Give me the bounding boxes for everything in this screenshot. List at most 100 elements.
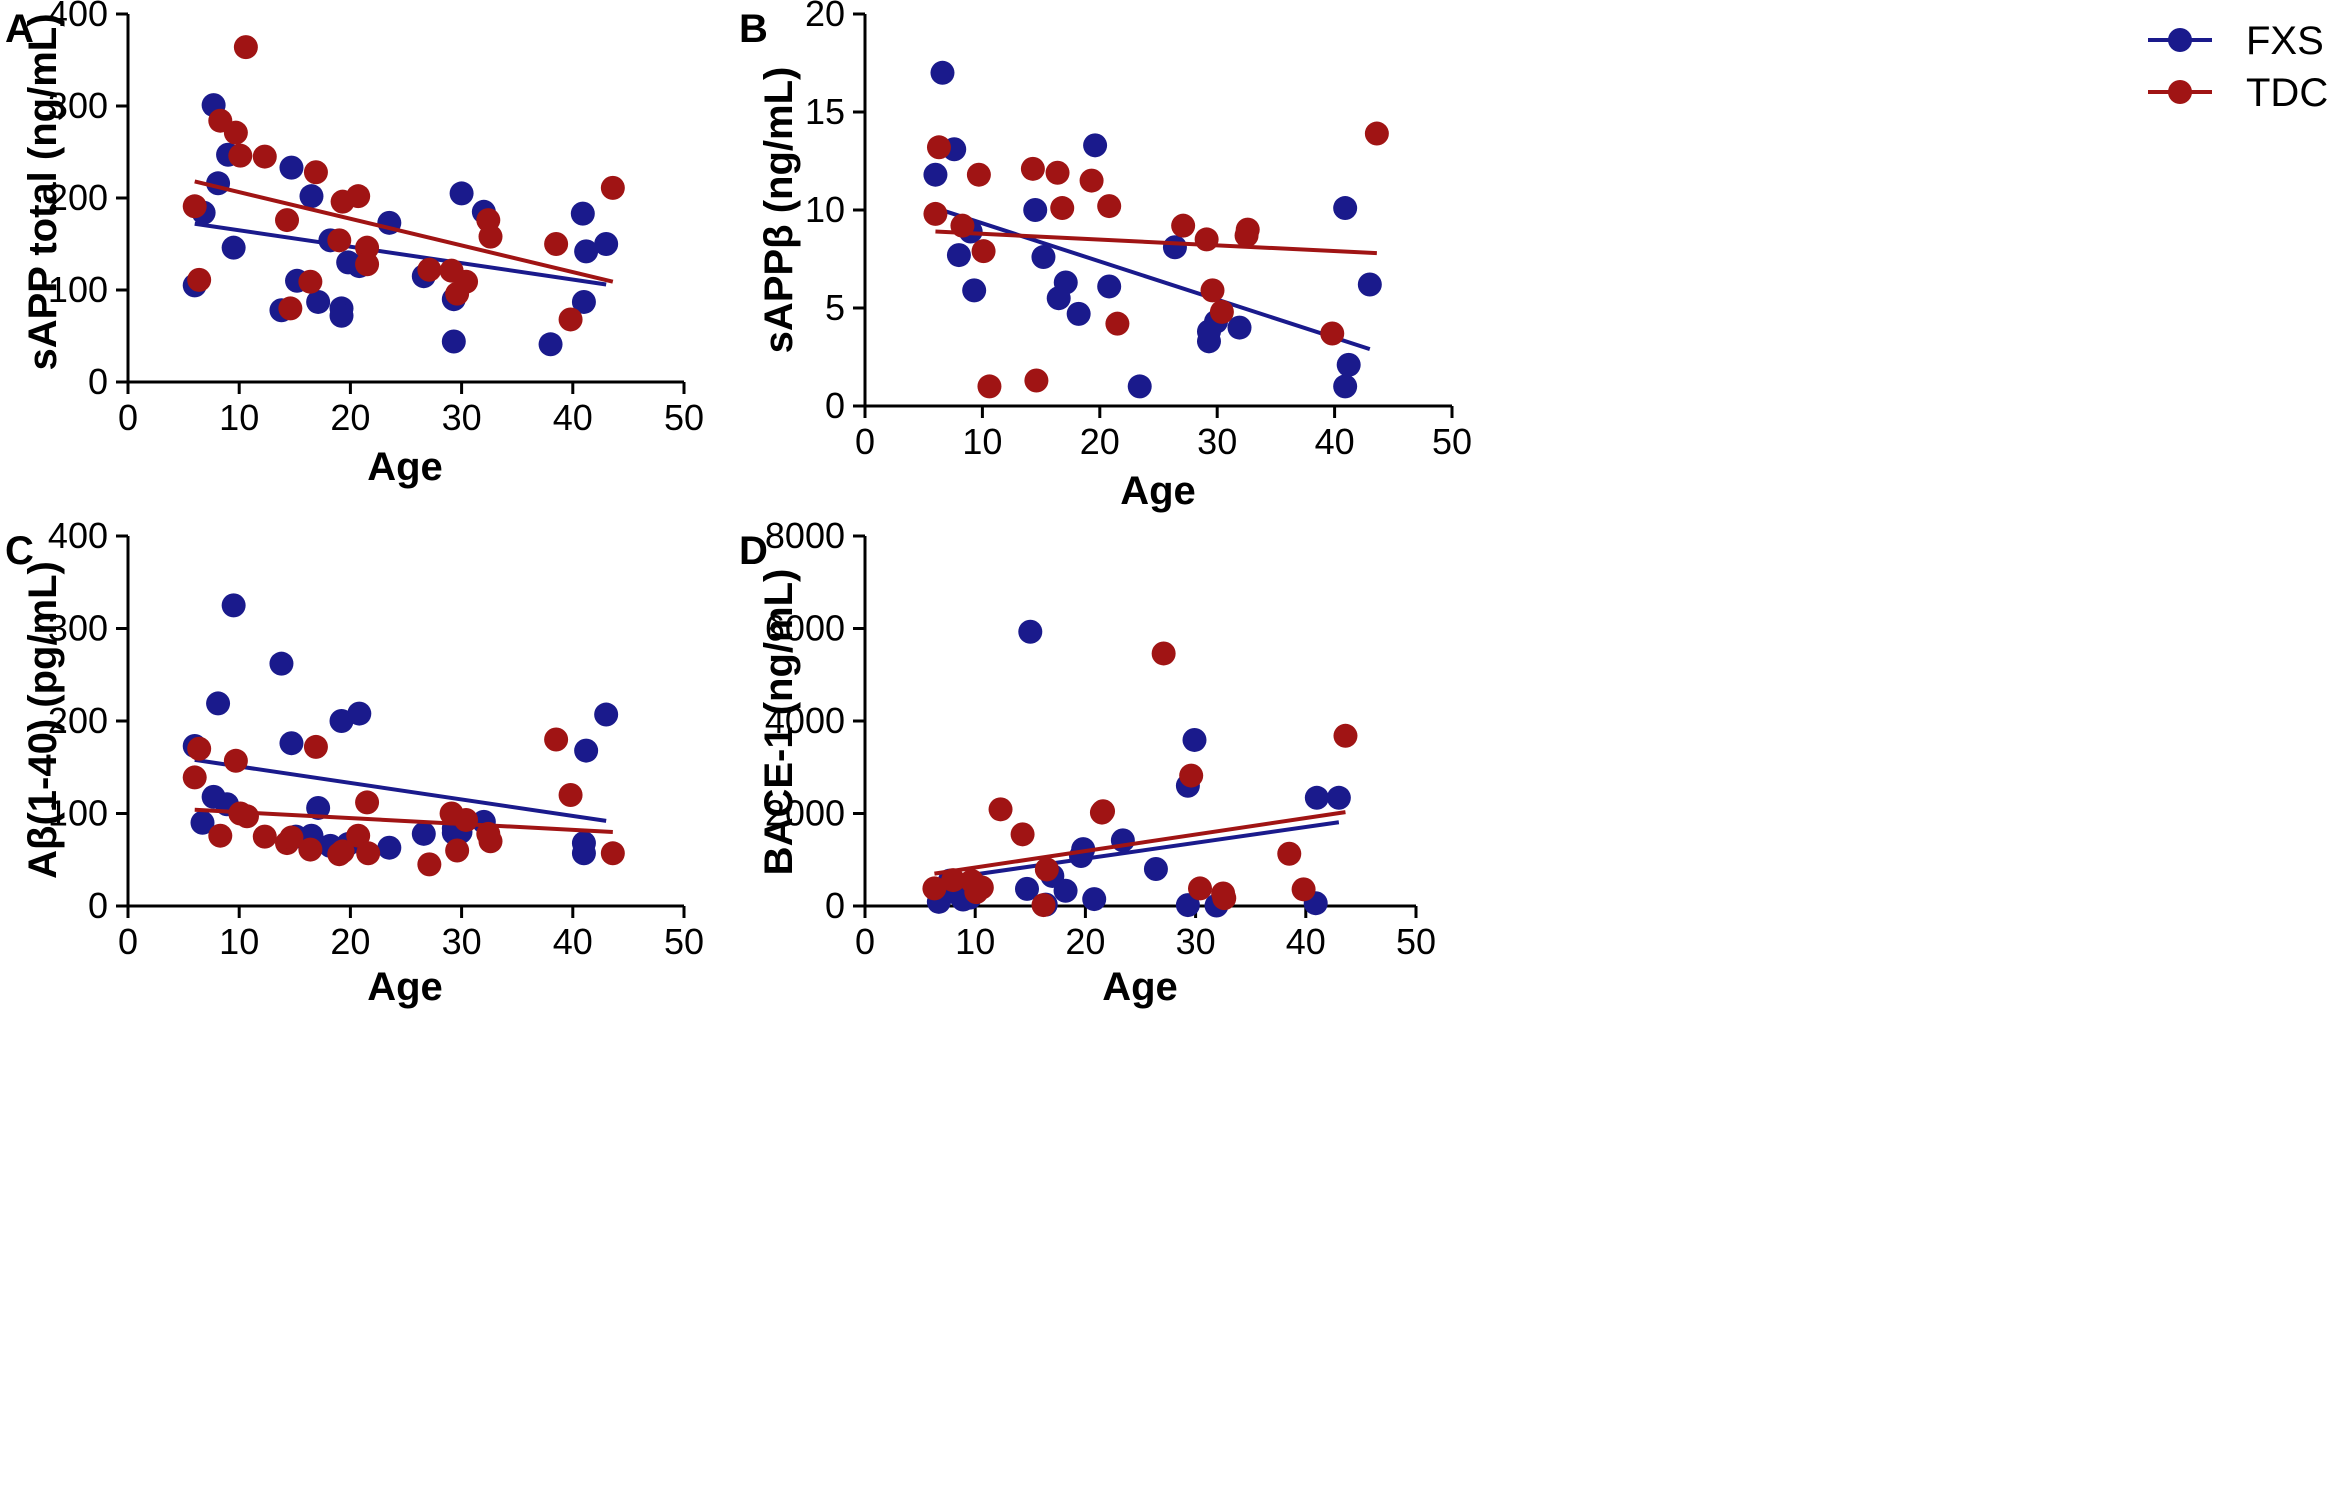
- data-point-tdc-b-12: [1105, 311, 1130, 336]
- data-point-tdc-c-3: [223, 748, 248, 773]
- x-tick-label-d-2: 20: [1065, 921, 1105, 962]
- data-point-tdc-b-5: [977, 374, 1002, 399]
- data-point-tdc-a-8: [278, 296, 303, 321]
- data-point-fxs-d-19: [1304, 785, 1329, 810]
- data-point-tdc-a-19: [454, 269, 479, 294]
- data-point-fxs-a-9: [299, 184, 324, 209]
- data-point-tdc-b-14: [1194, 227, 1219, 252]
- data-point-tdc-c-18: [445, 838, 470, 863]
- data-point-tdc-d-4: [969, 875, 994, 900]
- panel-letter-c: C: [5, 529, 34, 573]
- data-point-fxs-a-7: [279, 155, 304, 180]
- data-point-tdc-a-10: [303, 160, 328, 185]
- y-tick-label-a-2: 200: [48, 177, 108, 218]
- data-point-tdc-c-15: [356, 841, 381, 866]
- plot-area-c: 0 10 20 30 40 50 0 100 200 300 400: [48, 515, 704, 962]
- data-point-fxs-a-5: [221, 235, 246, 260]
- data-point-tdc-c-8: [279, 825, 304, 850]
- y-tick-label-a-0: 0: [88, 361, 108, 402]
- data-point-tdc-a-0: [182, 194, 207, 219]
- panel-b: B sAPPβ (ng/mL) Age 0 10 20 30 40 50 0 5 10 15 20: [739, 0, 1472, 513]
- panel-d: D BACE-1 (ng/mL) Age 0 10 20 30 40 50 0 2000 400…: [739, 515, 1436, 1009]
- x-tick-label-b-4: 40: [1315, 421, 1355, 462]
- x-tick-label-c-3: 30: [442, 921, 482, 962]
- data-point-tdc-d-10: [1091, 799, 1116, 824]
- data-point-tdc-c-5: [234, 804, 259, 829]
- data-point-fxs-b-11: [1083, 133, 1108, 158]
- data-point-tdc-a-14: [355, 235, 380, 260]
- data-point-tdc-a-9: [298, 269, 323, 294]
- data-point-fxs-b-0: [923, 162, 948, 187]
- data-point-fxs-b-22: [1357, 272, 1382, 297]
- data-point-tdc-d-16: [1277, 841, 1302, 866]
- legend-label-tdc: TDC: [2246, 71, 2328, 115]
- data-point-fxs-a-20: [449, 181, 474, 206]
- data-point-tdc-a-5: [233, 35, 258, 60]
- data-point-tdc-a-22: [544, 232, 569, 256]
- data-point-fxs-c-15: [377, 835, 402, 860]
- data-point-fxs-d-14: [1143, 857, 1168, 881]
- x-tick-label-a-0: 0: [118, 397, 138, 438]
- data-point-fxs-b-3: [946, 243, 971, 268]
- x-axis-title-c: Age: [367, 965, 443, 1009]
- y-tick-label-c-2: 200: [48, 700, 108, 741]
- x-tick-label-d-0: 0: [855, 921, 875, 962]
- data-point-tdc-b-7: [1024, 368, 1049, 393]
- data-point-tdc-c-23: [558, 783, 583, 807]
- y-axis-title-a: sAPP total (ng/mL): [21, 13, 65, 370]
- data-point-tdc-b-16: [1209, 299, 1234, 324]
- data-point-fxs-d-16: [1175, 893, 1200, 918]
- trend-line-fxs-d: [938, 820, 1340, 882]
- data-point-fxs-a-13: [329, 303, 354, 328]
- y-tick-label-d-4: 8000: [765, 515, 845, 556]
- data-point-tdc-d-1: [941, 868, 966, 893]
- data-point-tdc-b-10: [1079, 168, 1104, 193]
- data-point-tdc-d-13: [1188, 876, 1213, 901]
- data-point-fxs-c-14: [347, 701, 372, 726]
- data-point-tdc-c-9: [298, 837, 323, 862]
- trend-line-tdc-b: [935, 229, 1377, 256]
- y-tick-label-d-1: 2000: [765, 793, 845, 834]
- trend-line-fxs-c: [194, 757, 607, 823]
- data-point-fxs-a-24: [574, 239, 599, 264]
- data-point-fxs-b-12: [1097, 274, 1122, 299]
- x-tick-label-b-0: 0: [855, 421, 875, 462]
- y-tick-label-b-3: 15: [805, 91, 845, 132]
- legend-item-fxs: FXS: [2148, 19, 2324, 63]
- x-tick-label-b-2: 20: [1080, 421, 1120, 462]
- data-point-fxs-d-17: [1182, 727, 1207, 752]
- data-point-tdc-b-13: [1171, 213, 1196, 238]
- data-point-fxs-c-22: [571, 841, 596, 866]
- x-tick-label-b-5: 50: [1432, 421, 1472, 462]
- plot-area-b: 0 10 20 30 40 50 0 5 10 15 20: [805, 0, 1472, 462]
- data-point-fxs-a-10: [306, 289, 331, 314]
- x-tick-label-c-2: 20: [330, 921, 370, 962]
- x-tick-label-d-5: 50: [1396, 921, 1436, 962]
- y-tick-label-d-2: 4000: [765, 700, 845, 741]
- data-point-fxs-d-9: [1053, 878, 1078, 903]
- data-point-tdc-c-22: [544, 727, 569, 752]
- data-point-tdc-b-11: [1097, 194, 1122, 219]
- data-point-fxs-a-26: [594, 232, 619, 256]
- legend: FXS TDC: [2148, 19, 2328, 115]
- y-tick-label-c-1: 100: [48, 793, 108, 834]
- data-point-fxs-b-7: [1031, 245, 1056, 270]
- data-point-tdc-c-24: [600, 841, 625, 866]
- data-point-fxs-b-19: [1333, 196, 1358, 221]
- data-point-tdc-b-6: [1020, 156, 1045, 181]
- x-tick-label-a-3: 30: [442, 397, 482, 438]
- trend-line-tdc-d: [934, 810, 1346, 876]
- data-point-fxs-a-22: [538, 332, 563, 357]
- data-point-fxs-d-21: [1326, 785, 1351, 810]
- data-point-fxs-a-19: [441, 329, 466, 354]
- x-tick-label-d-3: 30: [1176, 921, 1216, 962]
- y-tick-label-c-4: 400: [48, 515, 108, 556]
- x-tick-label-a-4: 40: [553, 397, 593, 438]
- data-point-tdc-b-15: [1200, 278, 1225, 303]
- x-tick-label-d-1: 10: [955, 921, 995, 962]
- data-point-tdc-a-1: [187, 267, 212, 292]
- panel-letter-a: A: [5, 7, 34, 51]
- data-point-fxs-c-16: [411, 821, 436, 846]
- data-point-tdc-b-4: [971, 239, 996, 264]
- data-point-tdc-a-11: [327, 228, 352, 253]
